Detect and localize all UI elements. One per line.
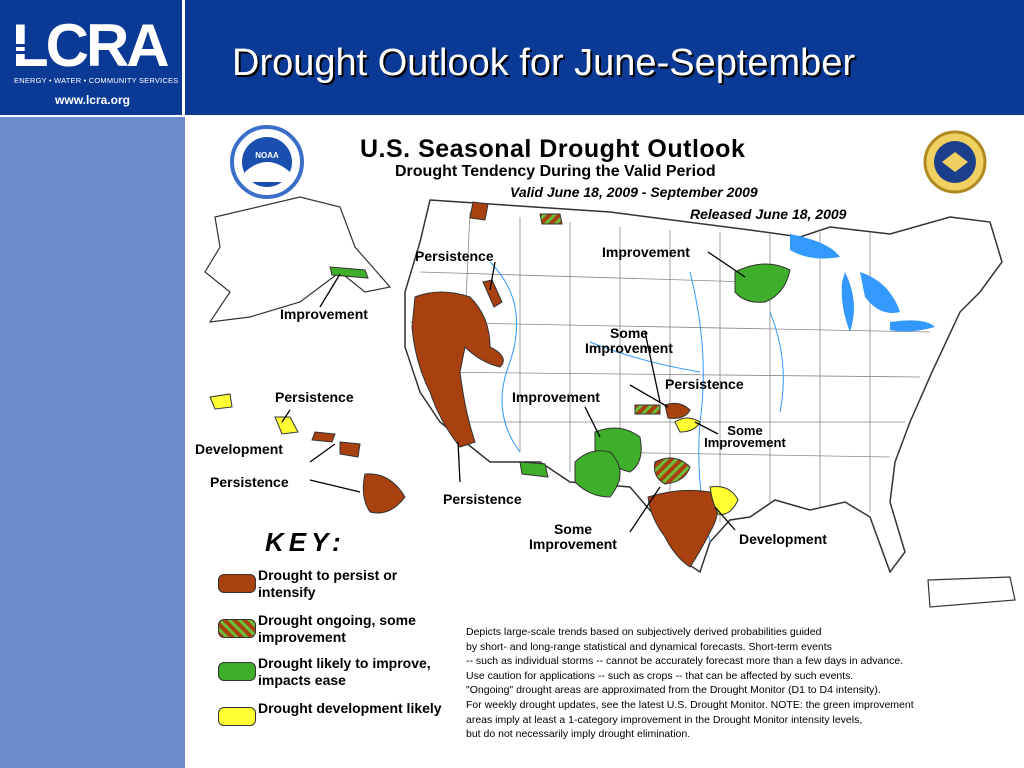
puerto-rico-outline [927,576,1016,608]
region-ar-develop [674,417,701,433]
slide-title: Drought Outlook for June-September [232,42,856,84]
key-item-develop: Drought development likely [258,700,442,716]
drought-outlook-map: NOAA U.S. Seasonal Drought Outlook Droug… [190,122,1024,768]
disclaimer-line: Depicts large-scale trends based on subj… [466,626,822,638]
label-development-tx: Development [739,531,827,547]
region-tx-persist [647,489,718,568]
label-pointers [281,251,746,533]
map-graphic: NOAA [204,125,1016,608]
disclaimer-line: by short- and long-range statistical and… [466,640,832,653]
label-persistence-nw: Persistence [415,248,494,264]
disclaimer-line: -- such as individual storms -- cannot b… [466,655,904,668]
region-tx-ongoing [654,457,691,485]
region-sw-improve-2 [519,461,549,478]
key-item-persist: Drought to persist or intensify [258,567,398,600]
label-development-hi: Development [195,441,283,457]
region-mn-improve [734,263,791,303]
valid-period: Valid June 18, 2009 - September 2009 [510,184,758,200]
label-improvement-north: Improvement [602,244,690,260]
label-persistence-hi-1: Persistence [275,389,354,405]
disclaimer-line: but do not necessarily imply drought eli… [466,728,691,741]
key-swatch-ongoing [218,619,256,638]
key-item-improve: Drought likely to improve, impacts ease [258,655,431,688]
region-ok-persist [664,402,691,419]
release-date: Released June 18, 2009 [690,206,847,222]
disclaimer-line: Use caution for applications -- such as … [466,669,854,682]
region-mt-ongoing [539,213,563,225]
region-nm-improve [574,450,621,498]
map-title: U.S. Seasonal Drought Outlook [360,135,746,163]
region-west-coast-persist [411,291,504,448]
map-subtitle: Drought Tendency During the Valid Period [395,163,716,180]
disclaimer-line: "Ongoing" drought areas are approximated… [466,684,881,697]
hi-persist-1 [311,431,336,443]
lcra-logo-icon: LCRA [12,16,171,72]
label-some-improvement-south: Some Improvement [529,521,617,552]
left-sidebar [0,117,185,768]
site-url-link[interactable]: www.lcra.org [55,93,130,107]
label-improvement-ak: Improvement [280,306,368,322]
label-some-improvement-east: Some Improvement [704,423,786,450]
key-swatch-develop [218,707,256,726]
region-nw-persist-1 [469,201,489,221]
lcra-logo-panel[interactable]: LCRA ENERGY • WATER • COMMUNITY SERVICES… [0,0,185,115]
hi-develop-1 [209,393,233,410]
region-ok-ongoing [634,404,661,415]
logo-tagline: ENERGY • WATER • COMMUNITY SERVICES [14,76,179,85]
label-persistence-hi-2: Persistence [210,474,289,490]
hi-persist-3 [362,473,406,514]
key-title: KEY: [265,527,346,557]
key-swatch-persist [218,574,256,593]
noaa-logo-icon: NOAA [230,125,304,199]
hi-develop-2 [274,416,299,435]
commerce-seal-icon [923,130,987,194]
label-some-improvement-central: Some Improvement [585,325,673,356]
region-nw-persist-2 [482,279,503,308]
disclaimer-line: areas imply at least a 1-category improv… [466,713,863,726]
header-divider [0,115,1024,117]
disclaimer-line: For weekly drought updates, see the late… [466,698,914,711]
disclaimer-text: Depicts large-scale trends based on subj… [466,625,1024,742]
alaska-outline [204,196,392,323]
label-improvement-sw: Improvement [512,389,600,405]
key-item-ongoing: Drought ongoing, some improvement [258,612,416,645]
hi-persist-2 [339,441,361,458]
noaa-badge-text: NOAA [255,151,279,160]
great-lakes [790,234,935,332]
region-tx-develop [709,486,739,515]
key-swatch-improve [218,662,256,681]
label-persistence-central: Persistence [665,376,744,392]
label-persistence-sw: Persistence [443,491,522,507]
